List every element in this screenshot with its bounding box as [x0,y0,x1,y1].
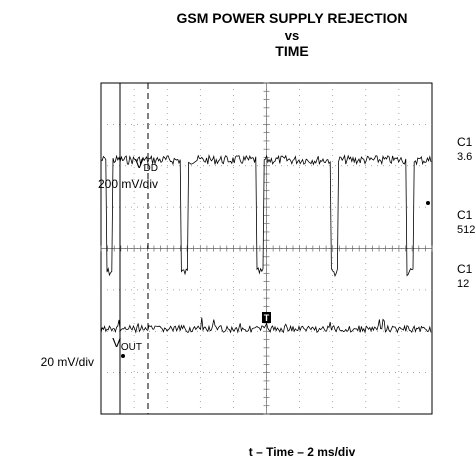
vout-sub: OUT [121,342,142,353]
vdd-label: VDD [135,156,158,174]
readout: 512 [457,224,475,236]
dot [426,201,430,205]
trigger-box [262,312,271,323]
grid [100,82,433,415]
traces [100,154,432,334]
vdd-scale: 200 mV/div [98,177,158,191]
readout: C1 [457,208,473,222]
vout-scale: 20 mV/div [41,355,94,369]
readout: C1 [457,135,473,149]
readout: 12 [457,278,469,290]
title: GSM POWER SUPPLY REJECTION [176,10,407,26]
trigger-text: T [264,313,270,323]
vout-v: V [112,335,121,350]
vout-label: VOUT [112,335,142,353]
dot [121,354,125,358]
x-axis-label: t – Time – 2 ms/div [249,445,356,459]
vdd-sub: DD [144,163,158,174]
title-vs: vs [285,28,299,43]
vout-trace [100,317,432,334]
vdd-v: V [135,156,144,171]
title-time: TIME [275,43,308,59]
vdd-trace [100,154,432,278]
readout: C1 [457,262,473,276]
readout: 3.6 [457,151,472,163]
